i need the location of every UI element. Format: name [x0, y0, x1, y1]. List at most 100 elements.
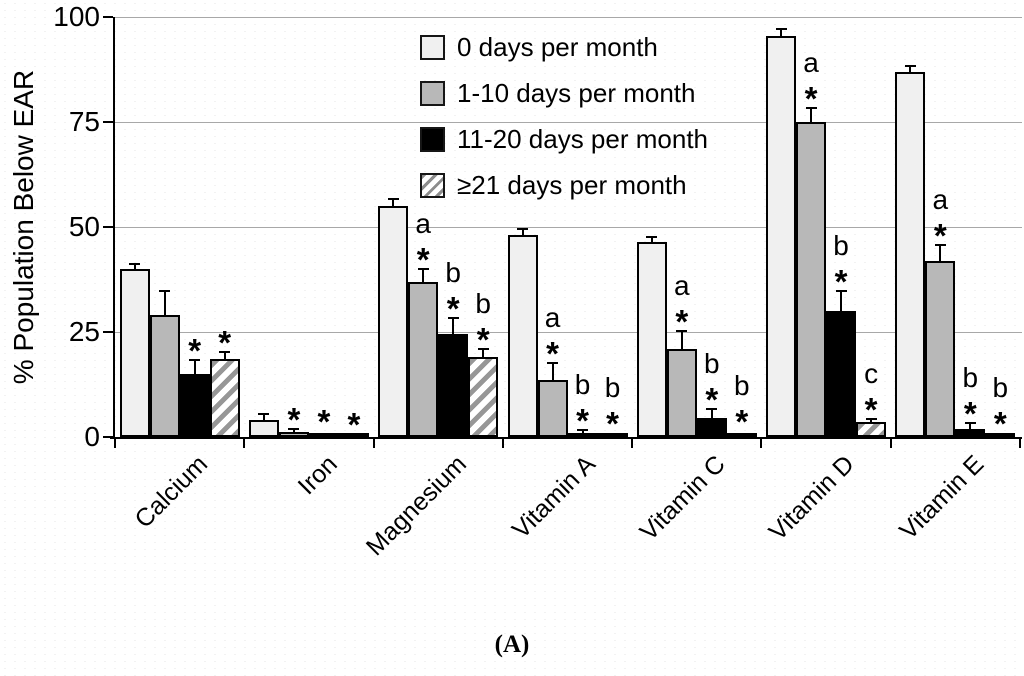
y-tick	[103, 226, 113, 228]
legend-swatch-hatch	[420, 172, 445, 198]
significance-letter: a	[803, 47, 819, 79]
bar	[666, 348, 697, 437]
significance-letter: b	[992, 372, 1009, 404]
y-tick	[103, 121, 113, 123]
significance-star: *	[218, 324, 232, 361]
significance-star: *	[735, 402, 749, 440]
bar	[438, 334, 469, 437]
x-tick-label: Calcium	[129, 450, 214, 534]
error-bar	[710, 409, 713, 419]
plot-area: * * * * * * a * b * b * a * b * b * a * b * b * a * b * c * a * b * b	[103, 16, 1022, 448]
gridline	[115, 332, 1022, 333]
bar	[209, 359, 240, 437]
significance-letter: b	[445, 257, 461, 289]
bar	[826, 311, 857, 437]
error-bar-cap	[129, 262, 141, 265]
significance-star: *	[804, 80, 818, 118]
legend-label: 1-10 days per month	[457, 77, 696, 108]
bar	[567, 432, 598, 437]
significance-star: *	[834, 263, 848, 301]
bar	[248, 420, 279, 437]
error-bar-cap	[258, 413, 270, 416]
bar	[338, 433, 369, 437]
legend-item: ≥21 days per month	[420, 162, 708, 208]
error-bar	[810, 109, 813, 122]
significance-star: *	[963, 395, 977, 433]
legend-swatch-light	[420, 34, 445, 60]
legend-label: 11-20 days per month	[457, 123, 708, 154]
legend-item: 11-20 days per month	[420, 116, 708, 162]
bar	[696, 418, 727, 437]
significance-letter: b	[574, 368, 591, 400]
bar	[726, 433, 757, 437]
legend: 0 days per month 1-10 days per month 11-20…	[420, 24, 708, 208]
error-bar-cap	[477, 347, 489, 350]
error-bar	[909, 66, 912, 72]
error-bar-cap	[904, 64, 916, 67]
significance-letter: b	[962, 362, 979, 394]
error-bar	[870, 420, 873, 423]
error-bar-cap	[775, 27, 787, 30]
x-tick	[114, 439, 116, 448]
gridline	[115, 227, 1022, 228]
bar	[278, 431, 309, 437]
significance-letter: b	[475, 287, 491, 319]
error-bar	[133, 264, 136, 269]
significance-star: *	[347, 405, 361, 443]
error-bar	[392, 200, 395, 206]
y-tick-label: 100	[53, 1, 100, 32]
legend-label: ≥21 days per month	[457, 169, 687, 200]
error-bar-cap	[676, 330, 688, 332]
x-axis-line	[110, 437, 1022, 439]
x-tick-label: Vitamin E	[894, 450, 990, 546]
error-bar	[223, 353, 226, 360]
significance-letter: b	[733, 369, 750, 401]
significance-letter: b	[604, 371, 621, 403]
x-tick-label: Vitamin D	[763, 450, 860, 547]
y-tick-label: 50	[68, 211, 100, 242]
bar	[895, 71, 926, 437]
significance-star: *	[546, 334, 559, 372]
significance-letter: b	[833, 230, 849, 262]
x-tick	[760, 439, 763, 448]
legend-swatch-black	[420, 126, 445, 152]
bar	[856, 422, 887, 437]
bar	[408, 281, 439, 437]
error-bar-cap	[387, 198, 399, 201]
x-tick	[1019, 439, 1021, 448]
significance-star: *	[476, 320, 490, 358]
significance-star: *	[317, 403, 331, 441]
significance-star: *	[675, 303, 689, 340]
error-bar	[292, 429, 295, 432]
x-tick-label: Iron	[292, 450, 343, 501]
figure-caption: (A)	[494, 631, 530, 658]
error-bar-cap	[865, 418, 877, 421]
error-bar-cap	[934, 243, 946, 246]
bar	[149, 315, 180, 437]
bar	[985, 433, 1016, 437]
error-bar	[840, 292, 843, 311]
y-tick-label: 0	[84, 421, 100, 452]
bar	[119, 269, 150, 437]
y-tick-label: 75	[68, 106, 100, 137]
significance-letter: a	[544, 301, 561, 333]
bar	[636, 241, 667, 437]
bar	[766, 35, 797, 437]
significance-star: *	[864, 391, 878, 429]
bar	[925, 260, 956, 437]
error-bar	[650, 237, 653, 242]
legend-item: 0 days per month	[420, 24, 708, 70]
error-bar-cap	[706, 407, 718, 410]
error-bar	[163, 292, 166, 316]
y-tick	[103, 16, 113, 18]
error-bar-cap	[835, 290, 847, 293]
error-bar-cap	[288, 427, 300, 430]
legend-item: 1-10 days per month	[420, 70, 708, 116]
bar	[955, 428, 986, 437]
x-tick	[501, 439, 504, 448]
bar	[308, 433, 339, 437]
significance-star: *	[416, 240, 430, 278]
significance-star: *	[446, 290, 460, 328]
significance-star: *	[705, 380, 719, 418]
significance-star: *	[287, 400, 301, 438]
